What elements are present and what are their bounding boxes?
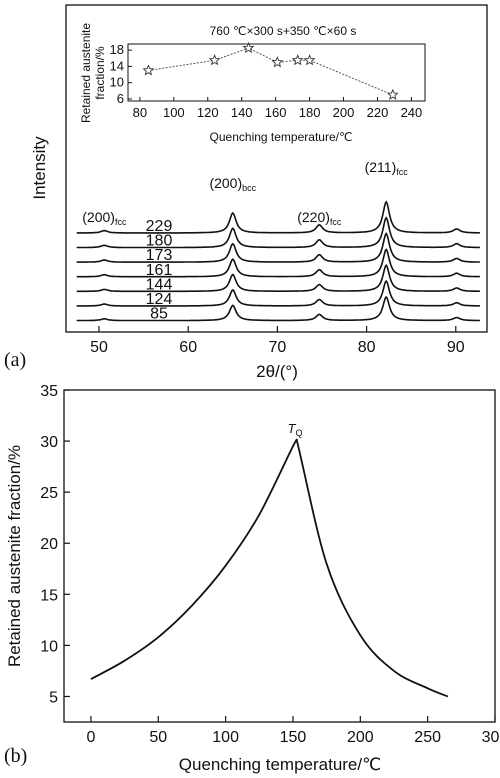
panel-a-x-axis: 50 60 70 80 90: [90, 326, 465, 356]
inset-star-marker: [271, 56, 284, 68]
peak-label: (220)fcc: [297, 209, 342, 227]
series-label-124: 124: [146, 291, 173, 308]
inset-chart: 760 ℃×300 s+350 ℃×60 s 80 100 120 140 160 180…: [79, 23, 426, 144]
inset-title: 760 ℃×300 s+350 ℃×60 s: [210, 24, 357, 38]
panel-a-x-tick-label: 50: [90, 339, 108, 356]
inset-x-tick-label: 140: [231, 105, 253, 120]
panel-b-x-tick-label: 100: [212, 729, 239, 746]
panel-b-x-tick-label: 300: [482, 729, 500, 746]
panel-a-spectra: [76, 200, 480, 322]
inset-y-tick-label: 10: [110, 75, 124, 90]
peak-label-tq: TQ: [288, 421, 303, 438]
panel-b: 0 50 100 150 200 250 300 5 10 15 20 25 30 35 TQ Retai…: [4, 383, 500, 774]
inset-y-label-line-2: fraction/%: [93, 46, 107, 100]
panel-b-x-axis-label: Quenching temperature/℃: [179, 755, 381, 774]
inset-star-marker: [291, 54, 304, 66]
panel-b-x-tick-label: 200: [347, 729, 374, 746]
spectrum-173: [76, 232, 480, 263]
inset-x-tick-label: 160: [265, 105, 287, 120]
panel-b-y-tick-label: 20: [40, 536, 58, 553]
inset-y-tick-label: 6: [117, 91, 124, 106]
panel-b-x-tick-label: 0: [86, 729, 95, 746]
spectrum-180: [76, 216, 480, 249]
inset-x-tick-label: 240: [401, 105, 423, 120]
inset-star-marker: [208, 54, 221, 66]
inset-x-tick-label: 180: [299, 105, 321, 120]
peak-label: (211)fcc: [365, 159, 409, 177]
panel-a-x-axis-label: 2θ/(°): [256, 362, 298, 381]
panel-a-y-axis-label: Intensity: [30, 136, 49, 200]
peak-label: (200)bcc: [209, 175, 256, 193]
inset-frame: [127, 43, 426, 102]
inset-x-tick-label: 100: [163, 105, 185, 120]
inset-line: [148, 47, 393, 96]
spectrum-229: [76, 200, 480, 234]
panel-b-series: TQ: [90, 421, 449, 698]
panel-a: 50 60 70 80 90 22918017316114412485(200)fcc(…: [4, 4, 488, 381]
panel-b-x-tick-label: 150: [280, 729, 307, 746]
panel-a-x-tick-label: 90: [447, 339, 465, 356]
series-label-85: 85: [150, 306, 168, 323]
series-label-161: 161: [146, 262, 173, 279]
panel-b-y-tick-label: 10: [40, 638, 58, 655]
panel-a-letter: (a): [4, 349, 26, 371]
spectrum-124: [76, 279, 480, 307]
panel-b-y-tick-label: 15: [40, 587, 58, 604]
panel-b-axes: 0 50 100 150 200 250 300 5 10 15 20 25 30 35: [40, 383, 500, 746]
panel-a-frame: [65, 4, 488, 333]
panel-a-x-tick-label: 70: [268, 339, 286, 356]
panel-b-y-tick-label: 35: [40, 383, 58, 400]
inset-x-label: Quenching temperature/℃: [210, 130, 353, 144]
spectrum-144: [76, 263, 480, 293]
inset-star-marker: [386, 88, 399, 100]
inset-star-marker: [142, 64, 155, 76]
inset-x-tick-label: 200: [333, 105, 355, 120]
inset-y-tick-label: 18: [110, 42, 124, 57]
inset-y-label-line-1: Retained austenite: [79, 23, 93, 123]
inset-x-tick-label: 80: [133, 105, 147, 120]
inset-x-tick-label: 120: [197, 105, 219, 120]
series-label-180: 180: [146, 233, 173, 250]
inset-series: [142, 41, 399, 100]
series-label-173: 173: [146, 247, 173, 264]
peak-label: (200)fcc: [82, 209, 127, 227]
panel-b-y-tick-label: 5: [49, 689, 58, 706]
panel-b-y-tick-label: 30: [40, 434, 58, 451]
panel-b-y-axis-label: Retained austenite fraction/%: [5, 445, 24, 667]
panel-a-x-tick-label: 60: [179, 339, 197, 356]
panel-a-x-tick-label: 80: [358, 339, 376, 356]
retained-austenite-curve: [90, 438, 449, 698]
spectrum-85: [76, 295, 480, 322]
panel-b-letter: (b): [4, 745, 27, 767]
inset-star-marker: [242, 41, 255, 54]
inset-x-tick-label: 220: [367, 105, 389, 120]
panel-b-x-tick-label: 250: [414, 729, 441, 746]
spectrum-161: [76, 248, 480, 278]
inset-y-tick-label: 14: [110, 58, 124, 73]
panel-b-y-tick-label: 25: [40, 485, 58, 502]
panel-b-x-tick-label: 50: [149, 729, 167, 746]
series-label-229: 229: [146, 218, 173, 235]
series-label-144: 144: [146, 276, 173, 293]
panel-b-frame: [63, 389, 496, 723]
inset-star-marker: [303, 54, 316, 66]
